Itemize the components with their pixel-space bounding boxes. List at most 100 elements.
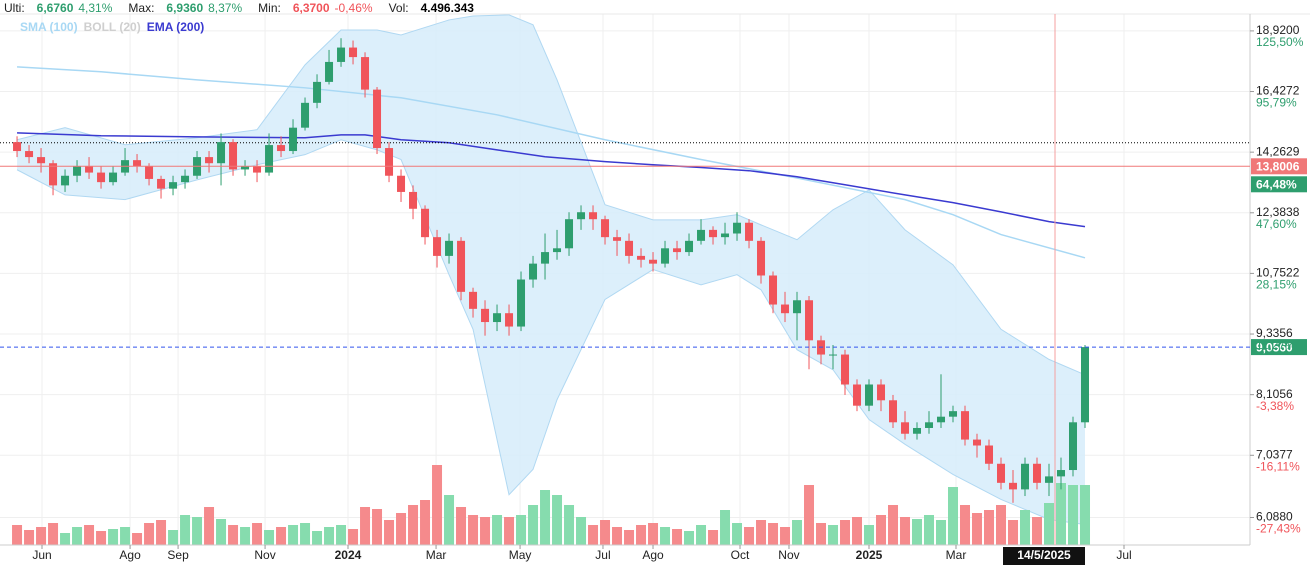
volume-bar [240, 527, 251, 545]
candle-body [541, 252, 550, 264]
volume-bar [348, 529, 359, 545]
volume-bar [936, 520, 947, 545]
volume-bar [288, 525, 299, 545]
volume-bar [744, 527, 755, 545]
y-tick-label: 14,2629 [1256, 144, 1300, 158]
volume-bar [996, 505, 1007, 545]
volume-bar [312, 531, 323, 545]
candle-body [205, 157, 214, 164]
header-value: 4.496.343 [421, 1, 475, 15]
candle-body [1081, 347, 1090, 423]
candle-body [253, 166, 262, 173]
candle-body [1021, 463, 1030, 490]
header-change: -0,46% [335, 1, 373, 15]
candle-body [877, 384, 886, 401]
candle-body [313, 81, 322, 103]
volume-bar [636, 525, 647, 545]
candle-body [925, 422, 934, 428]
volume-bar [756, 520, 767, 545]
candle-body [373, 89, 382, 149]
candle-body [397, 175, 406, 192]
candle-body [997, 463, 1006, 483]
candle-body [61, 175, 70, 186]
candle-body [13, 142, 22, 152]
y2-tick-label: 28,15% [1256, 278, 1297, 292]
x-tick-label: Mar [426, 548, 447, 562]
volume-bar [96, 531, 107, 545]
header-label: Max: [128, 1, 154, 15]
volume-bar [264, 530, 275, 545]
volume-bar [708, 530, 719, 545]
candle-body [325, 61, 334, 82]
candle-body [985, 445, 994, 464]
candle-body [661, 248, 670, 264]
y-tick-label: 12,3838 [1256, 205, 1300, 219]
volume-bar [792, 520, 803, 545]
candle-body [217, 142, 226, 164]
candle-body [361, 57, 370, 90]
marker-pct-label: 64,48% [1256, 177, 1297, 191]
y-tick-label: 9,3356 [1256, 326, 1293, 340]
volume-bar [924, 515, 935, 545]
volume-bar [372, 509, 383, 545]
candle-body [529, 263, 538, 280]
volume-bar [672, 529, 683, 545]
y2-tick-label: 11,27% [1256, 338, 1296, 352]
volume-bar [336, 525, 347, 545]
volume-bar [828, 525, 839, 545]
y2-tick-label: -16,11% [1256, 459, 1300, 473]
crosshair-box [1003, 547, 1086, 565]
candle-body [157, 178, 166, 189]
volume-bar [732, 523, 743, 545]
volume-bar [660, 527, 671, 545]
candle-body [433, 237, 442, 256]
volume-bar [48, 523, 59, 545]
candle-body [553, 248, 562, 253]
candle-body [49, 163, 58, 186]
indicator-line [17, 132, 1086, 228]
candle-body [109, 172, 118, 183]
y2-tick-label: 47,60% [1256, 217, 1297, 231]
y2-tick-label: -3,38% [1256, 399, 1294, 413]
candle-body [289, 127, 298, 152]
x-tick-label: Jun [32, 548, 51, 562]
candle-body [805, 300, 814, 341]
x-tick-label: Sep [167, 548, 189, 562]
candle-body [757, 240, 766, 276]
candle-body [37, 157, 46, 164]
x-tick-label: 2025 [856, 548, 883, 562]
volume-bar [960, 505, 971, 545]
volume-bar [804, 485, 815, 545]
volume-bar [84, 525, 95, 545]
volume-bar [468, 515, 479, 545]
volume-bar [144, 523, 155, 545]
volume-bar [648, 523, 659, 545]
volume-bar [564, 505, 575, 545]
candle-body [385, 148, 394, 176]
volume-bar [696, 525, 707, 545]
candle-body [1057, 470, 1066, 477]
legend-entry: SMA (100) [20, 20, 78, 34]
volume-bar [132, 533, 143, 545]
volume-bar [528, 505, 539, 545]
volume-bar [1020, 510, 1031, 545]
y-tick-label: 18,9200 [1256, 23, 1300, 37]
volume-bar [780, 527, 791, 545]
candle-body [745, 222, 754, 241]
candle-body [829, 354, 838, 356]
candle-body [337, 47, 346, 62]
candle-body [781, 304, 790, 314]
candle-body [301, 102, 310, 128]
candle-body [265, 145, 274, 173]
volume-bar [408, 505, 419, 545]
volume-bar [168, 530, 179, 545]
bollinger-band [17, 14, 1086, 525]
candle-body [649, 259, 658, 264]
candle-body [961, 411, 970, 440]
candle-body [517, 279, 526, 327]
x-tick-label: Nov [778, 548, 799, 562]
volume-bar [840, 520, 851, 545]
candle-body [889, 400, 898, 423]
